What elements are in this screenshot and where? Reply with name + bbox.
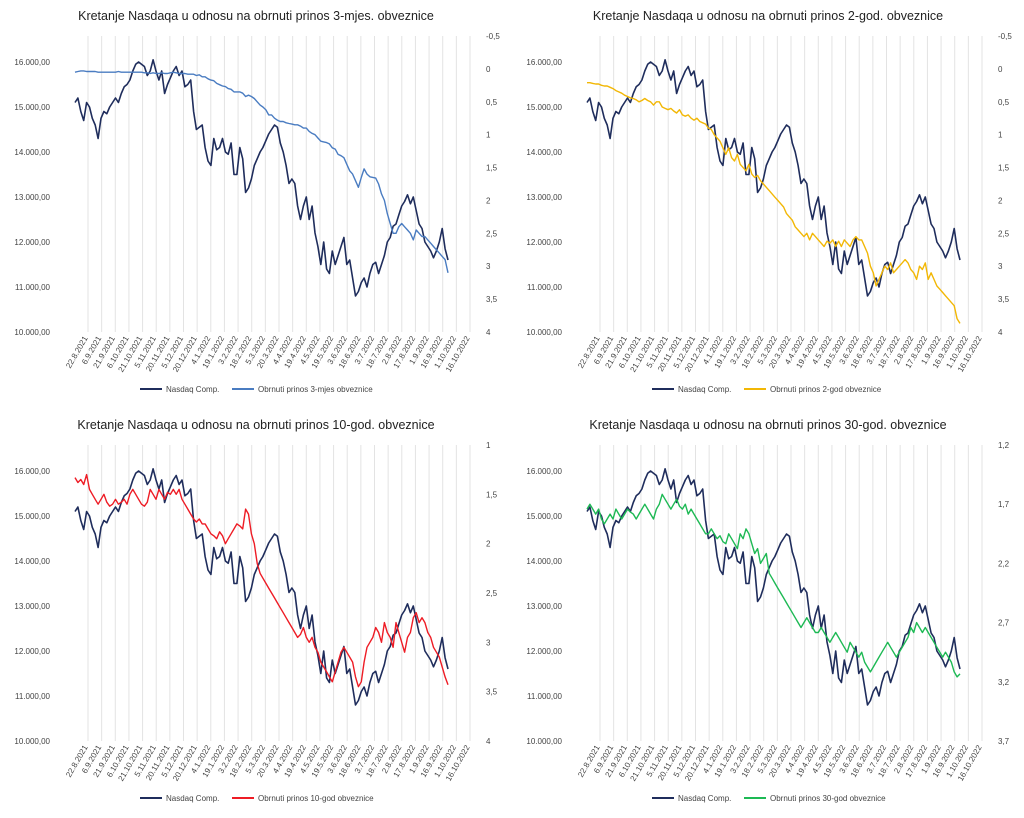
y-right-tick-label: 2 <box>998 196 1003 205</box>
chart-panel-10y: Kretanje Nasdaqa u odnosu na obrnuti pri… <box>0 409 512 818</box>
y-left-tick-label: 13.000,00 <box>14 602 50 611</box>
y-right-tick-label: 3,5 <box>486 688 498 697</box>
legend-label: Obrnuti prinos 3-mjes obveznice <box>258 385 373 394</box>
y-left-tick-label: 13.000,00 <box>526 193 562 202</box>
y-left-tick-label: 11.000,00 <box>527 692 563 701</box>
series-line-nasdaq <box>586 467 961 706</box>
chart-panel-3m: Kretanje Nasdaqa u odnosu na obrnuti pri… <box>0 0 512 409</box>
y-left-tick-label: 16.000,00 <box>526 467 562 476</box>
y-right-tick-label: 0 <box>998 65 1003 74</box>
y-left-tick-label: 14.000,00 <box>526 557 562 566</box>
y-left-tick-label: 12.000,00 <box>526 238 562 247</box>
y-right-tick-label: -0,5 <box>486 32 500 41</box>
y-right-tick-label: -0,5 <box>998 32 1012 41</box>
series-line-nasdaq <box>586 58 961 297</box>
y-right-tick-label: 2,5 <box>486 589 498 598</box>
y-right-tick-label: 1,5 <box>486 490 498 499</box>
series-line-yield <box>74 70 449 273</box>
legend-label: Nasdaq Comp. <box>166 385 219 394</box>
y-right-tick-label: 2,5 <box>998 229 1010 238</box>
chart-title: Kretanje Nasdaqa u odnosu na obrnuti pri… <box>589 418 946 432</box>
y-right-tick-label: 0,5 <box>486 98 498 107</box>
y-right-tick-label: 2,2 <box>998 559 1010 568</box>
y-right-tick-label: 1,5 <box>486 164 498 173</box>
y-right-tick-label: 2,5 <box>486 229 498 238</box>
y-left-tick-label: 10.000,00 <box>14 737 50 746</box>
y-right-tick-label: 1 <box>486 131 491 140</box>
y-right-tick-label: 0 <box>486 65 491 74</box>
y-right-tick-label: 4 <box>486 328 491 337</box>
chart-title: Kretanje Nasdaqa u odnosu na obrnuti pri… <box>593 9 943 23</box>
y-left-tick-label: 14.000,00 <box>14 148 50 157</box>
legend-label: Nasdaq Comp. <box>166 794 219 803</box>
y-right-tick-label: 1 <box>486 441 491 450</box>
y-right-tick-label: 2,7 <box>998 619 1010 628</box>
series-line-nasdaq <box>74 467 449 706</box>
y-left-tick-label: 16.000,00 <box>14 467 50 476</box>
y-left-tick-label: 11.000,00 <box>527 283 563 292</box>
y-right-tick-label: 3,2 <box>998 678 1010 687</box>
y-left-tick-label: 10.000,00 <box>14 328 50 337</box>
series-line-nasdaq <box>74 58 449 297</box>
y-left-tick-label: 12.000,00 <box>14 238 50 247</box>
chart-svg: Kretanje Nasdaqa u odnosu na obrnuti pri… <box>526 418 1010 803</box>
y-right-tick-label: 3 <box>486 638 491 647</box>
y-left-tick-label: 13.000,00 <box>14 193 50 202</box>
y-left-tick-label: 10.000,00 <box>526 737 562 746</box>
y-left-tick-label: 12.000,00 <box>526 647 562 656</box>
y-right-tick-label: 3 <box>486 262 491 271</box>
y-left-tick-label: 12.000,00 <box>14 647 50 656</box>
y-right-tick-label: 4 <box>486 737 491 746</box>
y-right-tick-label: 2 <box>486 196 491 205</box>
series-line-yield <box>586 493 961 678</box>
y-left-tick-label: 15.000,00 <box>14 512 50 521</box>
y-right-tick-label: 1,5 <box>998 164 1010 173</box>
chart-title: Kretanje Nasdaqa u odnosu na obrnuti pri… <box>77 418 434 432</box>
y-right-tick-label: 3,7 <box>998 737 1010 746</box>
y-left-tick-label: 11.000,00 <box>15 692 51 701</box>
legend-label: Nasdaq Comp. <box>678 385 731 394</box>
y-left-tick-label: 16.000,00 <box>14 58 50 67</box>
series-line-yield <box>587 81 961 324</box>
chart-panel-30y: Kretanje Nasdaqa u odnosu na obrnuti pri… <box>512 409 1024 818</box>
chart-svg: Kretanje Nasdaqa u odnosu na obrnuti pri… <box>14 9 500 394</box>
y-left-tick-label: 11.000,00 <box>15 283 51 292</box>
y-right-tick-label: 2 <box>486 540 491 549</box>
y-right-tick-label: 1,7 <box>998 500 1010 509</box>
y-right-tick-label: 4 <box>998 328 1003 337</box>
y-left-tick-label: 14.000,00 <box>14 557 50 566</box>
y-left-tick-label: 15.000,00 <box>526 103 562 112</box>
legend-label: Obrnuti prinos 2-god obveznice <box>770 385 882 394</box>
y-left-tick-label: 14.000,00 <box>526 148 562 157</box>
chart-title: Kretanje Nasdaqa u odnosu na obrnuti pri… <box>78 9 434 23</box>
y-left-tick-label: 15.000,00 <box>526 512 562 521</box>
y-left-tick-label: 15.000,00 <box>14 103 50 112</box>
y-left-tick-label: 16.000,00 <box>526 58 562 67</box>
y-right-tick-label: 0,5 <box>998 98 1010 107</box>
chart-svg: Kretanje Nasdaqa u odnosu na obrnuti pri… <box>526 9 1012 394</box>
legend-label: Obrnuti prinos 30-god obveznice <box>770 794 886 803</box>
y-right-tick-label: 3,5 <box>998 295 1010 304</box>
chart-svg: Kretanje Nasdaqa u odnosu na obrnuti pri… <box>14 418 498 803</box>
chart-panel-2y: Kretanje Nasdaqa u odnosu na obrnuti pri… <box>512 0 1024 409</box>
legend-label: Nasdaq Comp. <box>678 794 731 803</box>
y-right-tick-label: 3,5 <box>486 295 498 304</box>
y-left-tick-label: 13.000,00 <box>526 602 562 611</box>
y-left-tick-label: 10.000,00 <box>526 328 562 337</box>
legend-label: Obrnuti prinos 10-god obveznice <box>258 794 374 803</box>
y-right-tick-label: 1 <box>998 131 1003 140</box>
y-right-tick-label: 3 <box>998 262 1003 271</box>
y-right-tick-label: 1,2 <box>998 441 1010 450</box>
series-line-yield <box>74 473 449 688</box>
